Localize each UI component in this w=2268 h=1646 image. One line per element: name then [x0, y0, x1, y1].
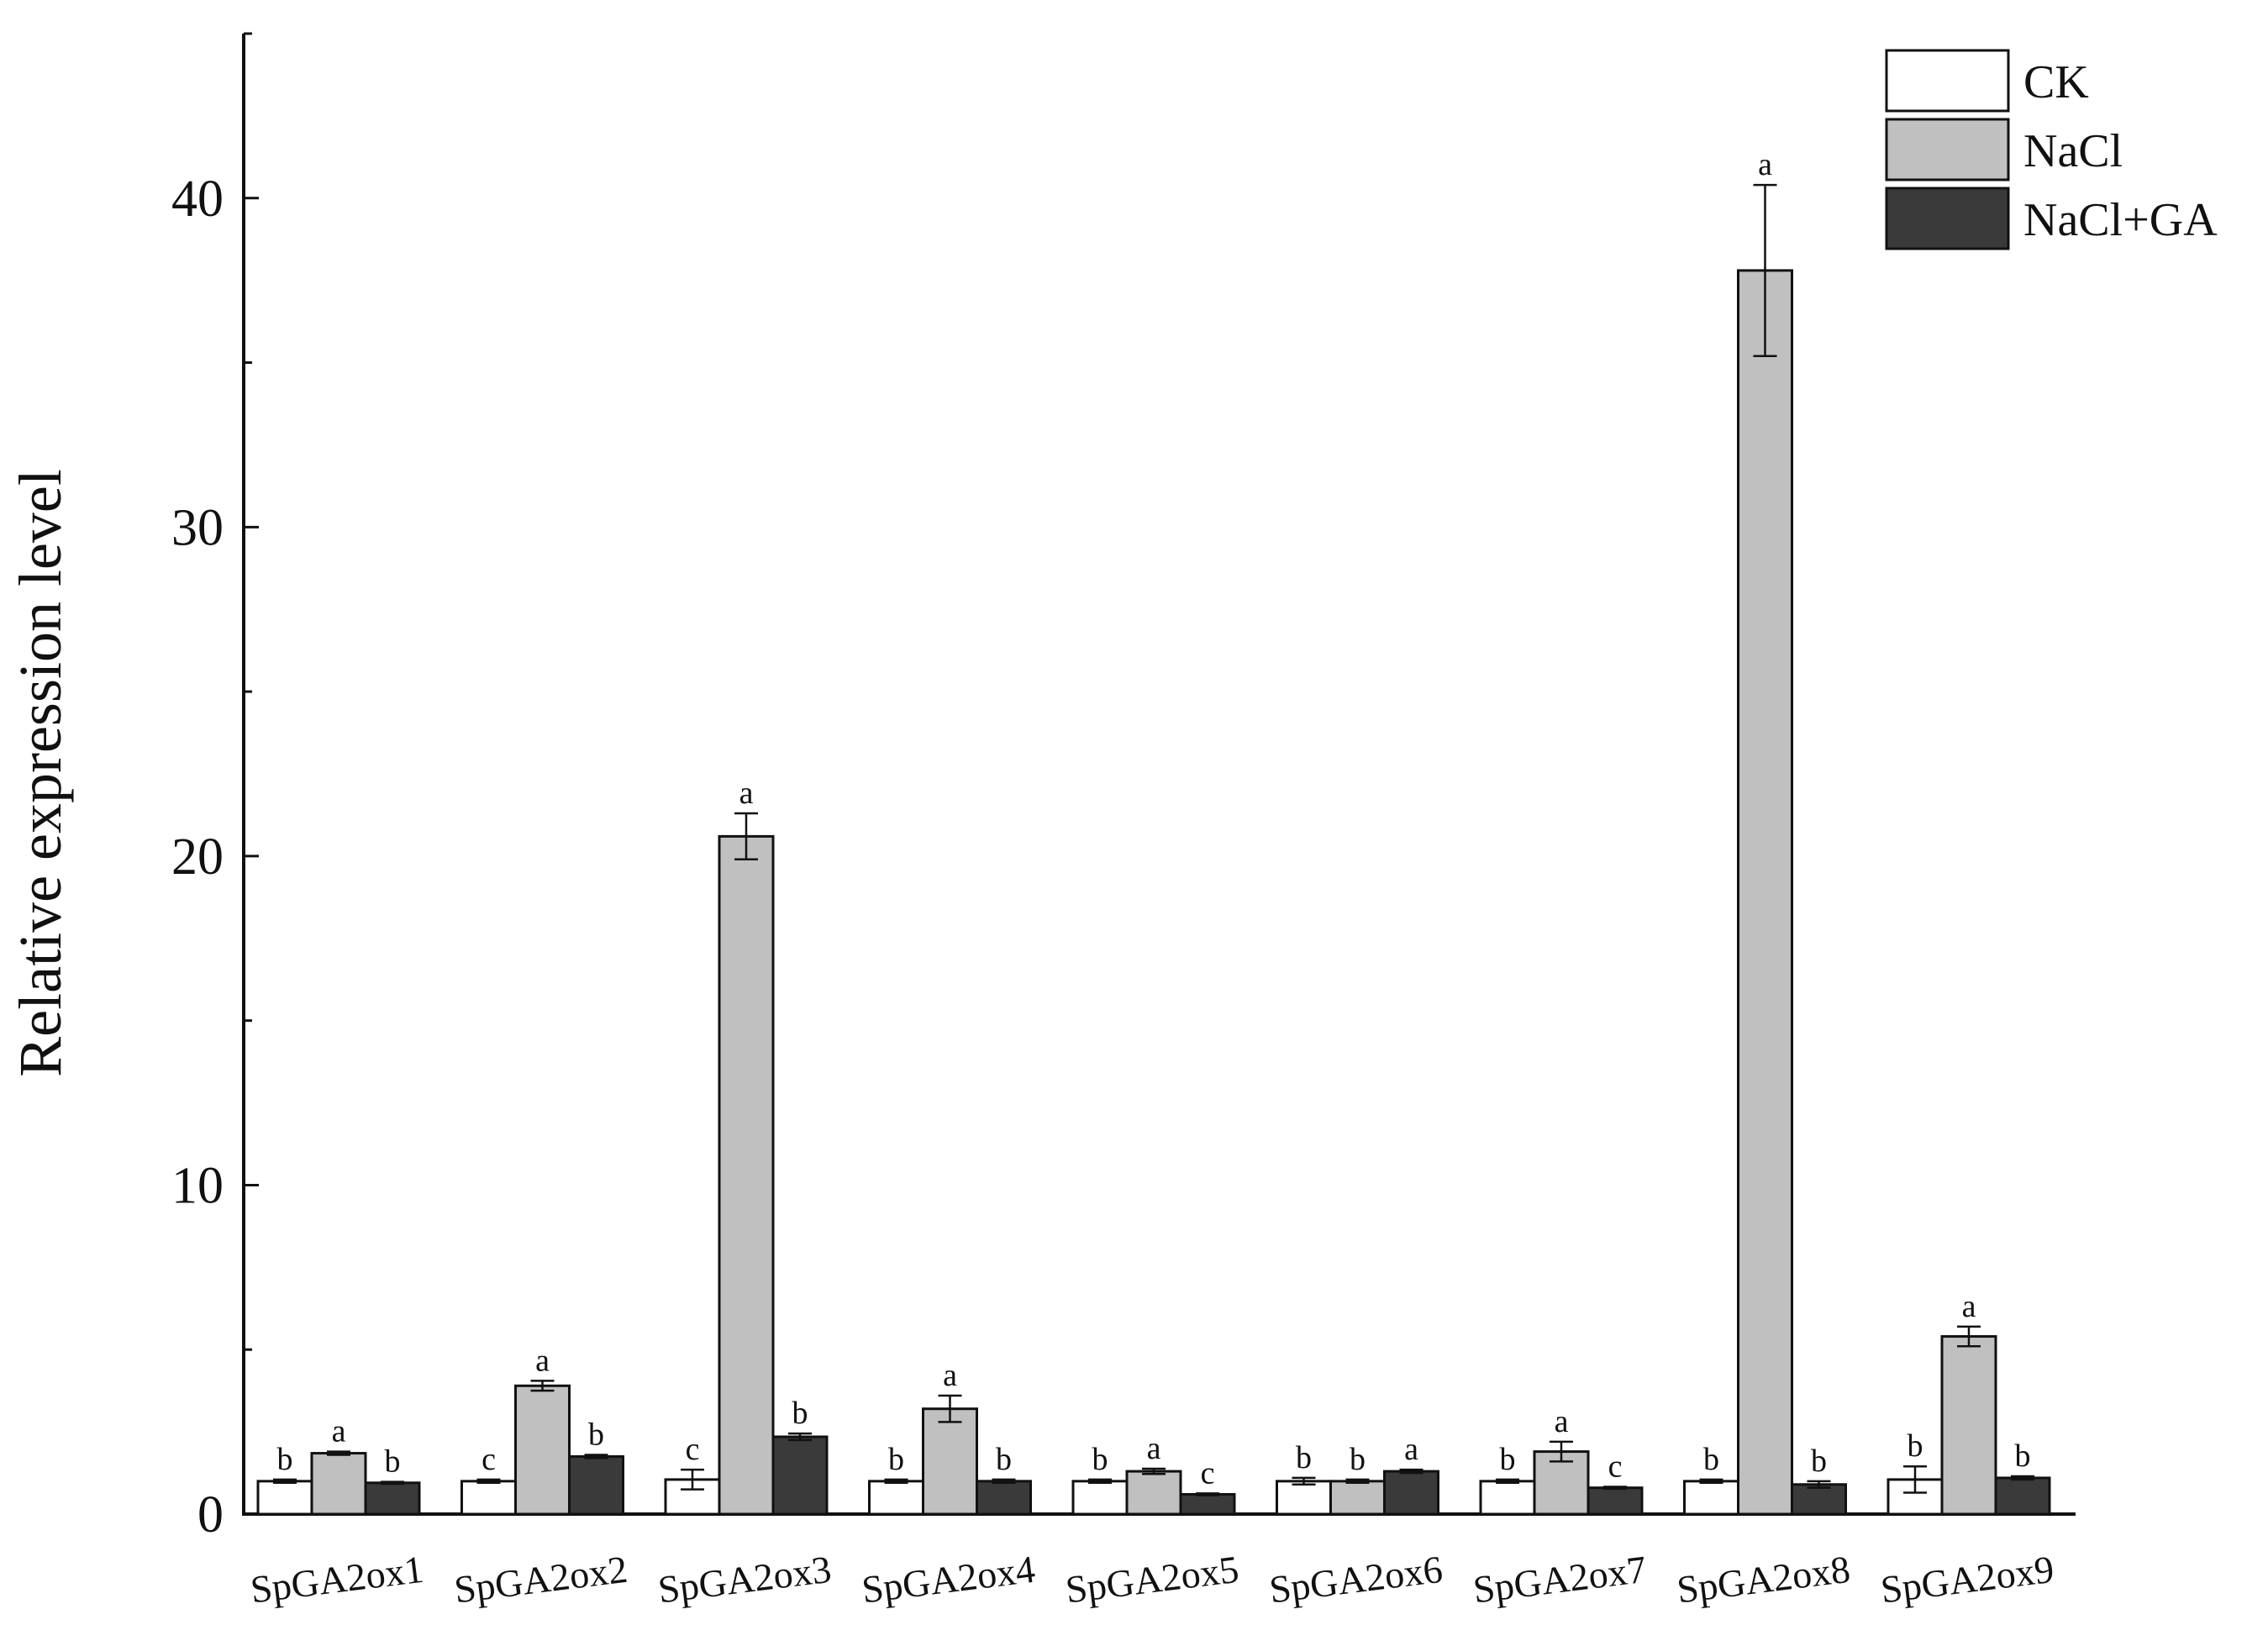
significance-label: b: [792, 1396, 808, 1431]
bar: [718, 834, 775, 1516]
bar: [1587, 1486, 1644, 1516]
bar: [1071, 1480, 1129, 1516]
significance-label: a: [1962, 1289, 1976, 1324]
significance-label: a: [1404, 1432, 1418, 1467]
bar: [1383, 1470, 1439, 1516]
significance-label: c: [1201, 1455, 1215, 1491]
bar: [568, 1454, 624, 1516]
bar: [1940, 1335, 1997, 1516]
y-tick-label: 0: [197, 1486, 224, 1543]
x-tick-label: SpGA2ox8: [1675, 1548, 1853, 1612]
significance-label: b: [1500, 1442, 1516, 1477]
bar: [1179, 1493, 1236, 1516]
significance-label: b: [1908, 1428, 1923, 1464]
x-tick-label: SpGA2ox3: [655, 1548, 834, 1612]
y-axis-label: Relative expression level: [7, 469, 74, 1077]
significance-label: c: [1608, 1449, 1623, 1485]
x-tick-label: SpGA2ox1: [248, 1548, 426, 1612]
significance-label: a: [332, 1414, 346, 1449]
bar: [1791, 1483, 1847, 1516]
significance-label: b: [996, 1442, 1012, 1477]
bar: [1276, 1480, 1332, 1516]
bar: [310, 1452, 367, 1516]
bar: [460, 1480, 517, 1516]
bar: [922, 1407, 978, 1516]
x-tick-label: SpGA2ox7: [1471, 1548, 1649, 1612]
significance-label: a: [1147, 1431, 1161, 1466]
y-tick-label: 30: [171, 499, 224, 556]
bar: [1737, 269, 1793, 1516]
significance-label: b: [1296, 1440, 1312, 1475]
significance-label: a: [1758, 147, 1772, 182]
legend-label: CK: [2023, 56, 2089, 108]
significance-label: b: [277, 1442, 293, 1477]
x-tick-label: SpGA2ox2: [452, 1548, 630, 1612]
legend-swatch: [1885, 187, 2010, 250]
bar: [1683, 1480, 1739, 1516]
bar: [1479, 1480, 1536, 1516]
significance-label: b: [1092, 1442, 1108, 1477]
bar: [1994, 1476, 2051, 1516]
significance-label: a: [1555, 1404, 1569, 1439]
bar: [1329, 1480, 1386, 1516]
y-tick-label: 40: [171, 171, 224, 228]
x-tick-label: SpGA2ox9: [1878, 1548, 2056, 1612]
significance-label: b: [1811, 1444, 1827, 1479]
plot-area: 0 10 20 30 40 b a b SpGA2ox1 c a b SpGA2ox2 c a b SpGA2o…: [171, 32, 2076, 1612]
bar: [256, 1480, 313, 1516]
significance-label: b: [888, 1442, 904, 1477]
legend-label: NaCl+GA: [2023, 194, 2218, 246]
bar: [364, 1481, 421, 1516]
significance-label: c: [481, 1442, 496, 1477]
significance-label: b: [1350, 1442, 1366, 1477]
bar: [1125, 1470, 1182, 1516]
x-tick-label: SpGA2ox4: [860, 1548, 1038, 1612]
bar: [514, 1384, 571, 1516]
significance-label: c: [686, 1432, 700, 1467]
legend: CK NaCl NaCl+GA: [1885, 49, 2218, 250]
significance-label: b: [2015, 1438, 2031, 1474]
legend-label: NaCl: [2023, 125, 2123, 177]
bar: [868, 1480, 924, 1516]
bar: [976, 1480, 1032, 1516]
x-tick-label: SpGA2ox6: [1267, 1548, 1445, 1612]
significance-label: b: [1703, 1442, 1719, 1477]
bar: [771, 1435, 829, 1516]
y-tick-label: 20: [171, 828, 224, 886]
x-tick-label: SpGA2ox5: [1063, 1548, 1241, 1612]
legend-swatch: [1885, 49, 2010, 113]
significance-label: a: [943, 1358, 957, 1393]
legend-swatch: [1885, 118, 2010, 181]
significance-label: b: [588, 1417, 604, 1453]
y-tick-label: 10: [171, 1157, 224, 1214]
significance-label: b: [385, 1444, 401, 1480]
significance-label: a: [535, 1343, 550, 1378]
significance-label: a: [739, 776, 754, 811]
